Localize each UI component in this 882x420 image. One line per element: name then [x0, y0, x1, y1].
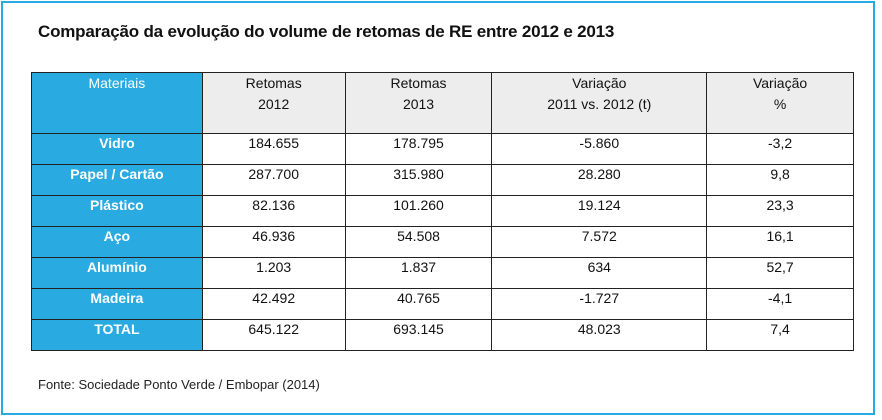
table-cell: 7,4: [706, 319, 854, 351]
table-cell: 54.508: [344, 226, 493, 258]
table-cell: 1.203: [201, 257, 346, 289]
data-table: Materiais Retomas 2012 Retomas 2013 Vari…: [31, 72, 854, 351]
table-title: Comparação da evolução do volume de reto…: [38, 22, 615, 41]
header-line: 2012: [258, 96, 290, 112]
table-cell: -5.860: [491, 133, 708, 165]
table-cell: 42.492: [201, 288, 346, 320]
table-cell: 82.136: [201, 195, 346, 227]
header-variacao-t: Variação 2011 vs. 2012 (t): [491, 72, 708, 134]
source-note: Fonte: Sociedade Ponto Verde / Embopar (…: [38, 377, 320, 392]
table-cell: 645.122: [201, 319, 346, 351]
header-materiais: Materiais: [31, 72, 203, 134]
table-row: Papel / Cartão 287.700 315.980 28.280 9,…: [31, 164, 854, 196]
table-cell: 1.837: [344, 257, 493, 289]
table-cell: 287.700: [201, 164, 346, 196]
table-cell: 178.795: [344, 133, 493, 165]
table-cell: 52,7: [706, 257, 854, 289]
table-cell: 16,1: [706, 226, 854, 258]
table-cell: 46.936: [201, 226, 346, 258]
header-retomas-2013: Retomas 2013: [344, 72, 493, 134]
table-row: Alumínio 1.203 1.837 634 52,7: [31, 257, 854, 289]
table-cell: -4,1: [706, 288, 854, 320]
table-row: Plástico 82.136 101.260 19.124 23,3: [31, 195, 854, 227]
table-row: Madeira 42.492 40.765 -1.727 -4,1: [31, 288, 854, 320]
table-cell: 315.980: [344, 164, 493, 196]
header-line: 2011 vs. 2012 (t): [547, 96, 652, 112]
header-retomas-2012: Retomas 2012: [201, 72, 346, 134]
table-cell: 7.572: [491, 226, 708, 258]
row-label: Vidro: [31, 133, 203, 165]
table-cell: 23,3: [706, 195, 854, 227]
header-line: Retomas: [390, 75, 447, 91]
table-cell: 693.145: [344, 319, 493, 351]
header-line: %: [773, 96, 787, 112]
header-line: Variação: [752, 75, 808, 91]
header-line: Retomas: [245, 75, 302, 91]
header-variacao-pct: Variação %: [706, 72, 854, 134]
table-row: Vidro 184.655 178.795 -5.860 -3,2: [31, 133, 854, 165]
row-label: Plástico: [31, 195, 203, 227]
row-label: Madeira: [31, 288, 203, 320]
table-row: Aço 46.936 54.508 7.572 16,1: [31, 226, 854, 258]
row-label: Papel / Cartão: [31, 164, 203, 196]
header-row: Materiais Retomas 2012 Retomas 2013 Vari…: [31, 72, 854, 134]
table-row-total: TOTAL 645.122 693.145 48.023 7,4: [31, 319, 854, 351]
table-cell: 634: [491, 257, 708, 289]
row-label: TOTAL: [31, 319, 203, 351]
table-cell: 19.124: [491, 195, 708, 227]
header-line: 2013: [402, 96, 435, 112]
table-cell: 184.655: [201, 133, 346, 165]
header-line: Materiais: [88, 75, 146, 91]
table-cell: 48.023: [491, 319, 708, 351]
table-cell: 40.765: [344, 288, 493, 320]
table-cell: -3,2: [706, 133, 854, 165]
table-cell: 28.280: [491, 164, 708, 196]
table-cell: 101.260: [344, 195, 493, 227]
table-cell: 9,8: [706, 164, 854, 196]
table-cell: -1.727: [491, 288, 708, 320]
header-line: Variação: [572, 75, 627, 91]
row-label: Aço: [31, 226, 203, 258]
row-label: Alumínio: [31, 257, 203, 289]
